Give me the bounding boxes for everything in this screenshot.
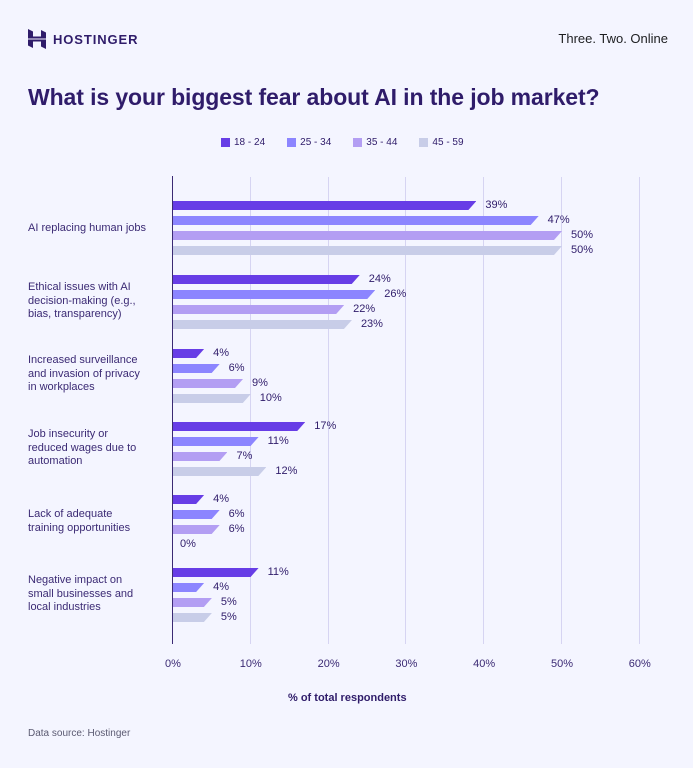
value-label: 4% <box>213 347 230 359</box>
bar <box>173 305 344 314</box>
hostinger-logo-icon <box>28 29 46 49</box>
bar <box>173 216 539 225</box>
value-label: 6% <box>228 362 245 374</box>
value-label: 24% <box>368 273 391 285</box>
tagline: Three. Two. Online <box>558 31 668 46</box>
bar <box>173 379 243 388</box>
data-source: Data source: Hostinger <box>28 728 131 739</box>
bar <box>173 583 204 592</box>
bar <box>173 495 204 504</box>
bar <box>173 613 212 622</box>
bar <box>173 349 204 358</box>
x-tick-label: 20% <box>317 658 340 670</box>
bar <box>173 246 562 255</box>
value-label: 10% <box>259 392 282 404</box>
brand-name: HOSTINGER <box>53 31 139 47</box>
bar <box>173 275 360 284</box>
value-label: 11% <box>267 566 289 578</box>
category-label: AI replacing human jobs <box>28 222 147 234</box>
gridline <box>483 177 485 644</box>
bar <box>173 510 220 519</box>
bar <box>173 422 305 431</box>
chart-title: What is your biggest fear about AI in th… <box>28 84 600 110</box>
bar <box>173 231 562 240</box>
value-label: 0% <box>180 538 196 550</box>
bar <box>173 568 259 577</box>
legend-item: 35 - 44 <box>353 137 397 148</box>
value-label: 17% <box>314 420 337 432</box>
x-axis-label: % of total respondents <box>288 692 407 704</box>
value-label: 12% <box>275 465 298 477</box>
bar <box>173 394 251 403</box>
legend-swatch <box>221 138 230 147</box>
legend-swatch <box>353 138 363 147</box>
value-label: 47% <box>547 214 570 226</box>
brand-logo: HOSTINGER <box>28 29 138 49</box>
legend-item: 18 - 24 <box>221 137 265 148</box>
legend-item: 45 - 59 <box>419 137 464 148</box>
value-label: 4% <box>213 493 230 505</box>
legend-label: 45 - 59 <box>432 137 464 148</box>
value-label: 5% <box>220 596 237 608</box>
value-label: 9% <box>252 377 268 389</box>
y-axis-line <box>172 176 173 644</box>
legend-label: 35 - 44 <box>366 137 398 148</box>
value-label: 50% <box>571 244 594 256</box>
value-label: 39% <box>485 199 508 211</box>
bar <box>173 290 375 299</box>
value-label: 4% <box>213 581 230 593</box>
category-label: Ethical issues with AI decision-making (… <box>28 281 136 320</box>
x-tick-label: 50% <box>550 658 574 670</box>
bar <box>173 467 266 476</box>
x-tick-label: 60% <box>628 658 651 670</box>
value-label: 22% <box>353 303 376 315</box>
x-tick-label: 40% <box>473 658 496 670</box>
legend-item: 25 - 34 <box>287 137 331 148</box>
value-label: 50% <box>571 229 594 241</box>
bar <box>173 320 352 329</box>
value-label: 6% <box>228 508 245 520</box>
value-label: 11% <box>267 435 289 447</box>
category-label: Lack of adequate training opportunities <box>28 508 131 534</box>
legend-swatch <box>419 138 429 147</box>
value-label: 23% <box>360 318 383 330</box>
value-label: 6% <box>228 523 245 535</box>
legend-label: 18 - 24 <box>234 137 266 148</box>
gridline <box>327 177 329 644</box>
bar <box>173 364 220 373</box>
gridline <box>249 177 251 644</box>
x-tick-label: 30% <box>395 658 418 670</box>
category-label: Job insecurity or reduced wages due to a… <box>28 428 137 467</box>
bar <box>173 525 220 534</box>
value-label: 5% <box>220 611 237 623</box>
bar <box>173 437 259 446</box>
gridline <box>561 177 562 644</box>
x-tick-label: 0% <box>165 658 181 670</box>
legend-swatch <box>287 138 297 147</box>
bar <box>173 452 227 461</box>
value-label: 26% <box>384 288 407 300</box>
x-tick-label: 10% <box>239 658 262 670</box>
category-label: Increased surveillance and invasion of p… <box>28 354 140 393</box>
value-label: 7% <box>236 450 253 462</box>
bar <box>173 201 476 210</box>
legend-label: 25 - 34 <box>300 137 332 148</box>
category-label: Negative impact on small businesses and … <box>28 574 134 613</box>
gridline <box>638 177 640 644</box>
bar <box>173 598 212 607</box>
legend: 18 - 24 25 - 34 35 - 44 45 - 59 <box>221 137 464 148</box>
gridline <box>405 177 407 644</box>
